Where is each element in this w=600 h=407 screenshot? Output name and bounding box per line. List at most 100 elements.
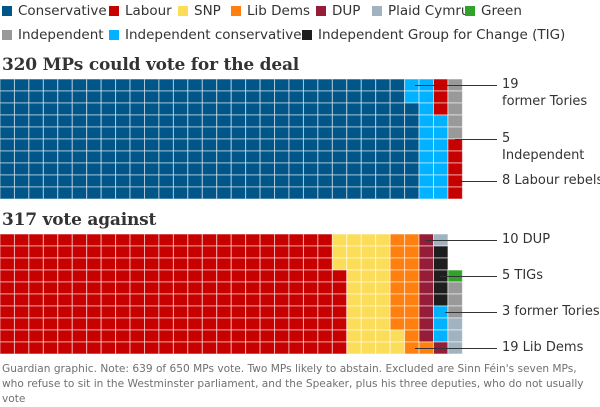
waffle-cell-con: [230, 114, 247, 128]
waffle-cell-lab: [288, 234, 304, 247]
waffle-cell-con: [129, 174, 146, 188]
legend-swatch: [178, 6, 188, 16]
legend-item-labour: Labour: [109, 3, 172, 19]
waffle-cell-ld: [389, 234, 406, 247]
waffle-cell-con: [115, 186, 131, 200]
waffle-cell-lab: [317, 317, 333, 331]
annotation-line-1: 19: [502, 77, 519, 92]
waffle-cell-ind: [447, 293, 463, 307]
waffle-cell-lab: [274, 234, 290, 247]
waffle-cell-lab: [129, 305, 146, 319]
waffle-cell-ld: [404, 245, 420, 259]
legend-label: Conservative: [18, 3, 107, 19]
waffle-cell-con: [230, 102, 247, 116]
waffle-cell-lab: [28, 317, 44, 331]
waffle-cell-lab: [172, 269, 189, 283]
waffle-cell-lab: [158, 317, 174, 331]
waffle-cell-con: [245, 150, 261, 164]
waffle-cell-lab: [216, 305, 232, 319]
waffle-cell-con: [346, 138, 362, 152]
waffle-cell-lab: [245, 245, 261, 259]
waffle-cell-lab: [172, 281, 189, 295]
waffle-cell-lab: [71, 234, 88, 247]
waffle-cell-lab: [302, 245, 319, 259]
waffle-cell-pc: [447, 329, 463, 343]
waffle-cell-lab: [201, 317, 218, 331]
waffle-cell-lab: [100, 281, 117, 295]
waffle-cell-lab: [274, 317, 290, 331]
waffle-cell-lab: [28, 281, 44, 295]
waffle-cell-lab: [317, 234, 333, 247]
waffle-cell-con: [158, 174, 174, 188]
waffle-cell-dup: [418, 293, 434, 307]
waffle-cell-snp: [346, 245, 362, 259]
waffle-cell-lab: [144, 317, 160, 331]
waffle-cell-con: [288, 114, 304, 128]
waffle-cell-lab: [302, 329, 319, 343]
waffle-cell-snp: [360, 293, 377, 307]
waffle-cell-dup: [418, 281, 434, 295]
waffle-cell-con: [129, 150, 146, 164]
annotation-label: 19 former Tories: [502, 76, 587, 110]
waffle-cell-snp: [346, 281, 362, 295]
waffle-cell-lab: [129, 329, 146, 343]
annotation-label: 5 Independent: [502, 130, 584, 164]
waffle-cell-lab: [331, 341, 348, 355]
waffle-cell-con: [42, 90, 59, 104]
waffle-cell-lab: [100, 293, 117, 307]
waffle-cell-lab: [259, 269, 276, 283]
waffle-cell-lab: [144, 234, 160, 247]
waffle-cell-con: [100, 162, 117, 176]
waffle-cell-lab: [57, 269, 73, 283]
waffle-cell-lab: [187, 293, 203, 307]
waffle-cell-con: [245, 114, 261, 128]
waffle-cell-lab: [115, 317, 131, 331]
waffle-cell-con: [71, 114, 88, 128]
annotation-line-1: 5: [502, 131, 511, 146]
waffle-cell-lab: [100, 317, 117, 331]
waffle-cell-con: [158, 102, 174, 116]
waffle-cell-con: [317, 126, 333, 140]
waffle-cell-lab: [158, 341, 174, 355]
waffle-cell-lab: [28, 257, 44, 271]
legend-label: Lib Dems: [247, 3, 311, 19]
waffle-cell-lab: [433, 90, 449, 104]
waffle-cell-con: [302, 79, 319, 92]
waffle-cell-snp: [331, 234, 348, 247]
waffle-cell-lab: [13, 317, 30, 331]
waffle-cell-con: [158, 162, 174, 176]
waffle-cell-con: [331, 126, 348, 140]
waffle-cell-con: [100, 186, 117, 200]
waffle-cell-con: [172, 150, 189, 164]
waffle-cell-lab: [331, 269, 348, 283]
waffle-cell-icon: [404, 90, 420, 104]
waffle-cell-con: [331, 174, 348, 188]
waffle-cell-snp: [346, 317, 362, 331]
waffle-cell-con: [57, 138, 73, 152]
waffle-cell-con: [187, 150, 203, 164]
waffle-cell-lab: [433, 102, 449, 116]
waffle-cell-con: [288, 102, 304, 116]
waffle-cell-con: [389, 162, 406, 176]
waffle-cell-con: [331, 79, 348, 92]
waffle-cell-lab: [42, 234, 59, 247]
waffle-cell-con: [274, 90, 290, 104]
waffle-cell-con: [346, 79, 362, 92]
waffle-cell-ld: [389, 305, 406, 319]
waffle-cell-lab: [0, 281, 15, 295]
waffle-cell-con: [317, 186, 333, 200]
waffle-cell-con: [86, 114, 102, 128]
waffle-cell-snp: [375, 341, 391, 355]
waffle-cell-lab: [302, 281, 319, 295]
waffle-cell-lab: [216, 245, 232, 259]
waffle-cell-con: [375, 150, 391, 164]
legend-swatch: [372, 6, 382, 16]
waffle-cell-lab: [201, 293, 218, 307]
legend-item-green: Green: [465, 3, 522, 19]
waffle-cell-lab: [187, 341, 203, 355]
annotation-leader-line: [440, 276, 497, 277]
waffle-cell-con: [288, 126, 304, 140]
waffle-cell-con: [144, 90, 160, 104]
waffle-cell-con: [172, 186, 189, 200]
waffle-cell-con: [0, 90, 15, 104]
